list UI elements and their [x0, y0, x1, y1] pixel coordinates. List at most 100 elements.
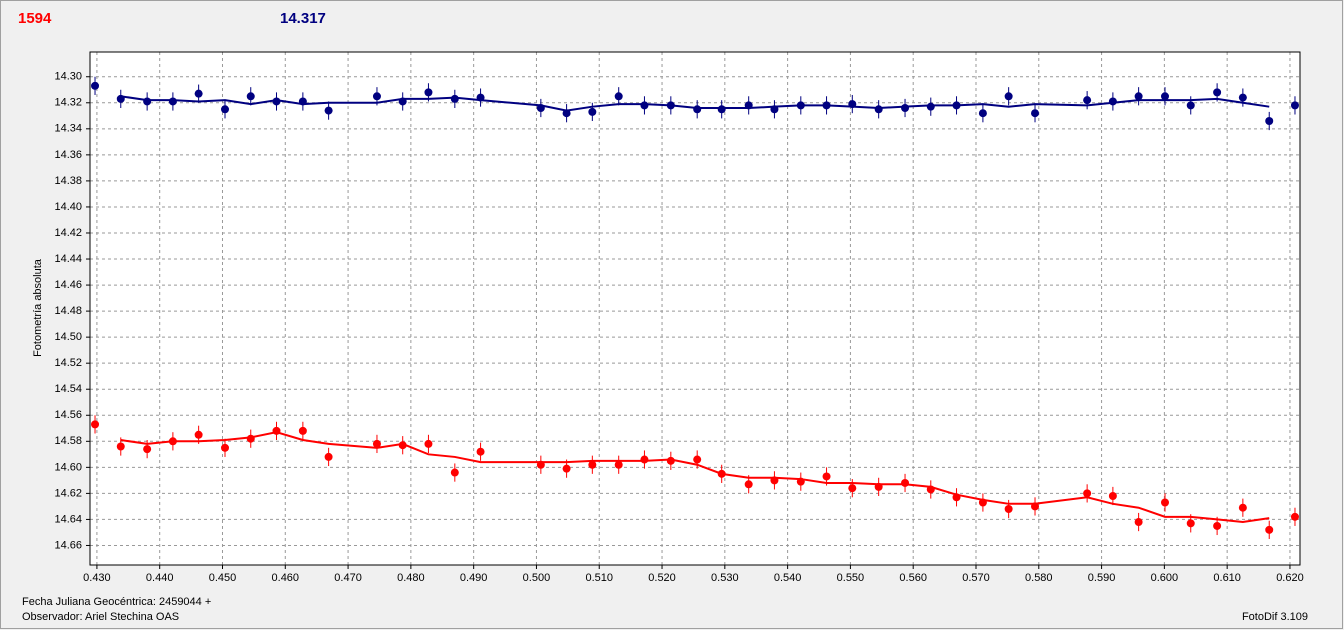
data-point — [978, 498, 987, 507]
y-tick-label: 14.66 — [54, 539, 82, 551]
plot-frame — [89, 51, 1301, 566]
y-tick-label: 14.44 — [54, 253, 82, 265]
data-point — [770, 476, 779, 485]
data-point — [536, 103, 545, 112]
data-point — [1186, 101, 1195, 110]
data-point — [822, 101, 831, 110]
y-tick-label: 14.64 — [54, 513, 82, 525]
x-tick-label: 0.480 — [397, 572, 425, 584]
data-point — [91, 81, 100, 90]
data-point — [1238, 503, 1247, 512]
data-point — [926, 485, 935, 494]
data-point — [562, 109, 571, 118]
data-point — [874, 105, 883, 114]
data-point — [1083, 96, 1092, 105]
data-point — [588, 460, 597, 469]
data-point — [116, 94, 125, 103]
x-tick-label: 0.590 — [1088, 572, 1116, 584]
data-point — [1238, 93, 1247, 102]
data-point — [640, 455, 649, 464]
data-point — [221, 443, 230, 452]
y-tick-label: 14.34 — [54, 123, 82, 135]
data-point — [1265, 117, 1274, 126]
data-point — [588, 107, 597, 116]
y-tick-label: 14.48 — [54, 305, 82, 317]
data-point — [1134, 518, 1143, 527]
data-point — [744, 480, 753, 489]
data-point — [246, 434, 255, 443]
data-point — [143, 97, 152, 106]
data-point — [1031, 109, 1040, 118]
data-point — [168, 437, 177, 446]
x-tick-label: 0.500 — [523, 572, 551, 584]
x-tick-label: 0.450 — [209, 572, 237, 584]
footer-date: Fecha Juliana Geocéntrica: 2459044 + — [22, 596, 211, 608]
data-point — [874, 482, 883, 491]
data-point — [1160, 92, 1169, 101]
data-point — [978, 109, 987, 118]
data-point — [640, 101, 649, 110]
data-point — [952, 101, 961, 110]
y-tick-label: 14.50 — [54, 331, 82, 343]
y-tick-label: 14.46 — [54, 279, 82, 291]
y-tick-label: 14.30 — [54, 71, 82, 83]
data-point — [536, 460, 545, 469]
y-tick-label: 14.58 — [54, 435, 82, 447]
data-point — [476, 93, 485, 102]
footer-observer: Observador: Ariel Stechina OAS — [22, 611, 179, 623]
x-tick-label: 0.600 — [1151, 572, 1179, 584]
data-point — [372, 439, 381, 448]
data-point — [693, 105, 702, 114]
y-tick-label: 14.60 — [54, 461, 82, 473]
data-point — [143, 445, 152, 454]
data-point — [1290, 512, 1299, 521]
data-point — [614, 460, 623, 469]
x-tick-label: 0.560 — [899, 572, 927, 584]
data-point — [1004, 92, 1013, 101]
fit-line — [120, 431, 1270, 524]
data-point — [666, 101, 675, 110]
x-tick-label: 0.580 — [1025, 572, 1053, 584]
data-point — [398, 97, 407, 106]
data-point — [246, 92, 255, 101]
data-point — [450, 468, 459, 477]
x-tick-label: 0.460 — [272, 572, 300, 584]
data-point — [901, 103, 910, 112]
data-point — [1213, 88, 1222, 97]
x-tick-label: 0.430 — [83, 572, 111, 584]
x-tick-label: 0.440 — [146, 572, 174, 584]
footer-software: FotoDif 3.109 — [1242, 611, 1308, 623]
data-point — [324, 452, 333, 461]
data-point — [901, 478, 910, 487]
data-point — [1108, 97, 1117, 106]
data-point — [693, 455, 702, 464]
x-tick-label: 0.620 — [1276, 572, 1304, 584]
data-point — [116, 442, 125, 451]
data-point — [194, 430, 203, 439]
y-tick-label: 14.52 — [54, 357, 82, 369]
y-tick-label: 14.54 — [54, 383, 82, 395]
y-tick-label: 14.40 — [54, 201, 82, 213]
data-point — [1186, 519, 1195, 528]
data-point — [272, 97, 281, 106]
data-point — [1134, 92, 1143, 101]
data-point — [796, 101, 805, 110]
x-tick-label: 0.570 — [962, 572, 990, 584]
data-point — [424, 88, 433, 97]
data-point — [848, 484, 857, 493]
data-point — [614, 92, 623, 101]
y-tick-label: 14.38 — [54, 175, 82, 187]
data-point — [398, 441, 407, 450]
data-point — [796, 477, 805, 486]
data-point — [717, 105, 726, 114]
data-point — [424, 439, 433, 448]
data-point — [372, 92, 381, 101]
data-point — [717, 469, 726, 478]
data-point — [1290, 101, 1299, 110]
x-tick-label: 0.490 — [460, 572, 488, 584]
x-tick-label: 0.470 — [334, 572, 362, 584]
plot-layer — [86, 52, 1300, 569]
data-point — [1265, 525, 1274, 534]
x-tick-label: 0.540 — [774, 572, 802, 584]
